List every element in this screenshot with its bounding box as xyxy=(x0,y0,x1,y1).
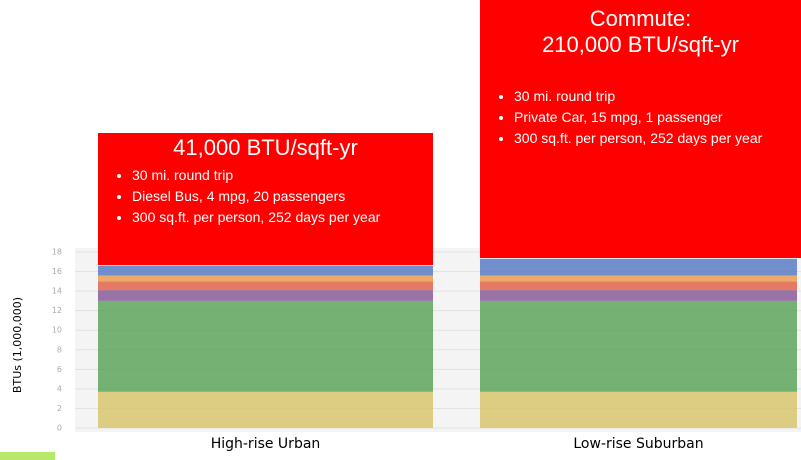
bar-segment xyxy=(480,258,797,276)
callout: 41,000 BTU/sqft-yr 30 mi. round tripDiese… xyxy=(98,133,433,265)
bullet-list: 30 mi. round tripPrivate Car, 15 mpg, 1 … xyxy=(480,86,801,149)
y-tick-label: 18 xyxy=(52,248,62,257)
bar-segment xyxy=(98,300,433,392)
y-axis-label: BTUs (1,000,000) xyxy=(11,297,24,393)
bar-segment xyxy=(98,265,433,276)
callout-title: 41,000 BTU/sqft-yr xyxy=(173,135,358,160)
bullet-list: 30 mi. round tripDiesel Bus, 4 mpg, 20 p… xyxy=(98,165,433,228)
x-tick-label: Low-rise Suburban xyxy=(573,436,703,452)
y-tick-label: 8 xyxy=(57,345,62,354)
y-tick-label: 10 xyxy=(52,326,62,335)
callout-title: Commute: xyxy=(589,6,692,31)
bar-segment xyxy=(480,281,797,291)
y-tick-label: 2 xyxy=(57,404,62,413)
y-tick-label: 4 xyxy=(57,384,62,393)
y-tick-label: 0 xyxy=(57,424,62,433)
bar-segment xyxy=(98,391,433,428)
bar-segment xyxy=(480,275,797,282)
bullet: Diesel Bus, 4 mpg, 20 passengers xyxy=(132,186,433,207)
x-tick-label: High-rise Urban xyxy=(211,436,321,452)
bar-segment xyxy=(480,391,797,428)
callout-title: 210,000 BTU/sqft-yr xyxy=(542,32,739,57)
decoration xyxy=(0,452,55,460)
y-tick-label: 16 xyxy=(52,267,62,276)
y-tick-label: 6 xyxy=(57,365,62,374)
bar-segment xyxy=(98,290,433,301)
bullet: 300 sq.ft. per person, 252 days per year xyxy=(132,207,433,228)
bar-segment xyxy=(98,275,433,282)
callout: Commute:210,000 BTU/sqft-yr 30 mi. round … xyxy=(480,0,801,258)
bullet: 30 mi. round trip xyxy=(132,165,433,186)
bullet: 30 mi. round trip xyxy=(514,86,801,107)
bar-segment xyxy=(98,281,433,291)
bullet: 300 sq.ft. per person, 252 days per year xyxy=(514,128,801,149)
bullet: Private Car, 15 mpg, 1 passenger xyxy=(514,107,801,128)
y-tick-label: 12 xyxy=(52,306,62,315)
bar-segment xyxy=(480,300,797,392)
bar-segment xyxy=(480,290,797,301)
y-tick-label: 14 xyxy=(52,287,62,296)
